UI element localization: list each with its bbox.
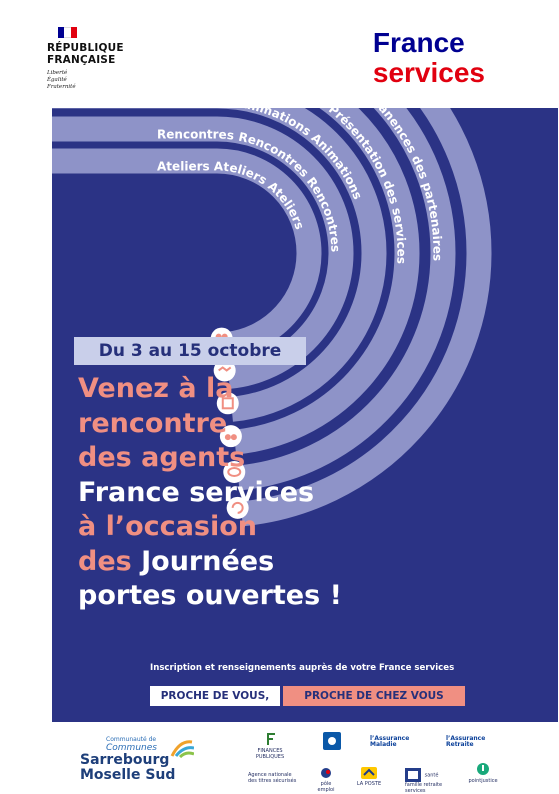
date-banner: Du 3 au 15 octobre	[74, 337, 306, 365]
slogan-right: PROCHE DE CHEZ VOUS	[283, 686, 465, 706]
binoculars-icon	[219, 425, 242, 448]
la-poste-icon	[361, 767, 377, 779]
partner-point-justice: pointjustice	[466, 762, 500, 784]
partner-label-3: l’Assurance Retraite	[446, 735, 486, 748]
republic-motto: Liberté Égalité Fraternité	[47, 70, 76, 91]
headline-line-4: France services	[78, 476, 315, 508]
partner-label-0: FINANCES PUBLIQUES	[255, 748, 285, 760]
chat-bubble-icon	[223, 460, 246, 483]
brand-france: France	[372, 27, 465, 58]
brand-services: services	[372, 57, 485, 88]
ccs-line-1: Communauté de	[106, 736, 157, 743]
arc-band-2	[52, 108, 387, 422]
rf-line-1: RÉPUBLIQUE	[47, 42, 124, 54]
partner-assurance-retraite: l’Assurance Retraite	[446, 736, 500, 748]
partner-assurance-maladie: l’Assurance Maladie	[370, 736, 422, 748]
finances-publiques-icon	[267, 733, 275, 745]
sarrebourg-logo: Communauté de Communes Sarrebourg Mosell…	[80, 736, 194, 783]
partner-label-7: santé famille retraite services	[405, 772, 443, 794]
arc-band-0	[52, 148, 322, 358]
ccs-line-4: Moselle Sud	[80, 767, 176, 783]
republique-francaise-logo: RÉPUBLIQUE FRANÇAISE	[47, 42, 124, 66]
partner-label-2: l’Assurance Maladie	[370, 735, 410, 748]
pole-emploi-icon	[321, 768, 331, 778]
arc-band-5	[240, 108, 492, 527]
msa-icon	[405, 768, 421, 782]
ccs-swoosh-icon	[170, 740, 194, 758]
headline-line-3: des agents	[78, 442, 246, 473]
poster-panel: Ateliers Ateliers Ateliers Rencontres Ren…	[52, 108, 558, 722]
headline: Venez à la rencontre des agents France s…	[78, 372, 342, 614]
france-services-logo: France services	[373, 28, 485, 88]
partner-pole-emploi: pôle emploi	[312, 767, 340, 793]
headline-line-5: à l’occasion	[78, 511, 258, 542]
ccs-line-2: Communes	[106, 743, 157, 753]
refresh-icon	[226, 496, 249, 519]
ccs-line-3: Sarrebourg	[80, 752, 170, 768]
motto-egalite: Égalité	[47, 77, 67, 83]
partner-ants: Agence nationale des titres sécurisés	[248, 772, 300, 784]
motto-fraternite: Fraternité	[47, 84, 76, 90]
marianne-flag-icon	[58, 27, 77, 38]
headline-line-7: portes ouvertes !	[78, 580, 342, 611]
motto-liberte: Liberté	[47, 70, 68, 76]
arc-band-4	[237, 108, 456, 491]
headline-line-6b: Journées	[131, 545, 275, 577]
headline-line-1: Venez à la	[78, 373, 234, 404]
caf-icon	[323, 732, 341, 750]
arc-label-0: Ateliers Ateliers Ateliers	[157, 159, 307, 231]
point-justice-icon	[477, 763, 489, 775]
partner-label-5: pôle emploi	[317, 781, 335, 793]
headline-line-2: rencontre	[78, 407, 228, 439]
partner-label-6: LA POSTE	[356, 781, 382, 787]
headline-line-6a: des	[78, 545, 132, 577]
partner-label-8: pointjustice	[468, 778, 498, 784]
partner-msa: santé famille retraite services	[405, 768, 453, 794]
partner-label-4: Agence nationale des titres sécurisés	[248, 772, 297, 784]
inscription-text: Inscription et renseignements auprès de …	[150, 663, 455, 673]
partner-caf	[322, 732, 342, 752]
arc-band-3	[233, 108, 420, 455]
partner-finances-publiques: FINANCES PUBLIQUES	[250, 732, 290, 760]
calendar-icon	[216, 392, 239, 415]
rf-line-2: FRANÇAISE	[47, 54, 116, 66]
slogan-left: PROCHE DE VOUS,	[150, 686, 280, 706]
partner-la-poste: LA POSTE	[356, 767, 382, 787]
